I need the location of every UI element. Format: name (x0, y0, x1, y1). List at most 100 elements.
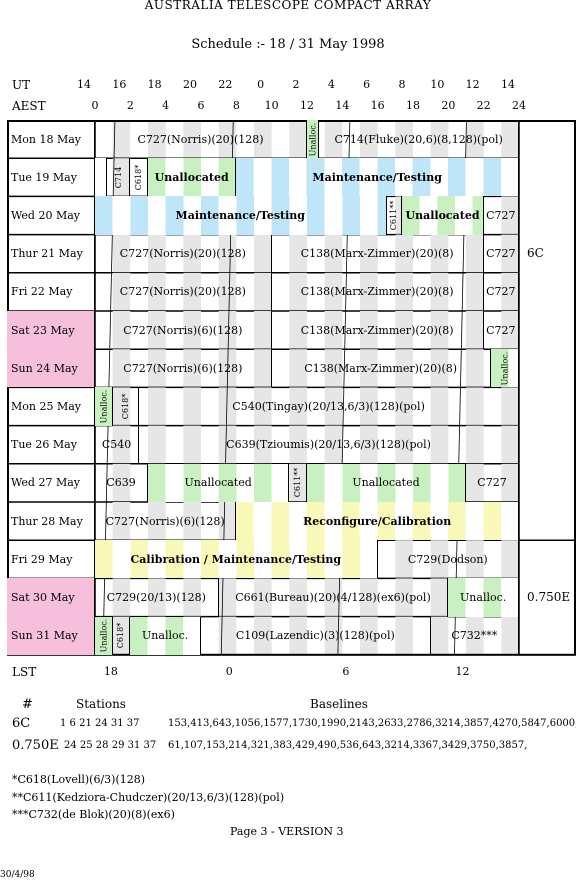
schedule-block-label: C109(Lazendic)(3)(128)(pol) (235, 629, 395, 643)
schedule-block-label: C618* (120, 393, 130, 420)
hour-stripe (466, 272, 484, 311)
schedule-block: C138(Marx-Zimmer)(20)(8) (272, 234, 484, 273)
schedule-block: Unalloc. (95, 616, 113, 655)
hour-stripe (501, 311, 519, 350)
hour-stripe (501, 272, 519, 311)
schedule-block: C611** (289, 463, 307, 502)
ut-tick-label: 6 (363, 78, 371, 91)
hour-stripe (254, 349, 272, 388)
hour-stripe (466, 311, 484, 350)
hour-stripe (360, 120, 378, 159)
hour-stripe (148, 349, 166, 388)
hour-stripe (360, 578, 378, 617)
hour-stripe (183, 425, 201, 464)
schedule-block: C138(Marx-Zimmer)(20)(8) (272, 311, 484, 350)
schedule-block-label: Maintenance/Testing (312, 170, 442, 184)
footer-config-stations: 24 25 28 29 31 37 (64, 740, 157, 751)
schedule-block: Unalloc. (130, 616, 201, 655)
schedule-block: C727 (484, 272, 519, 311)
hour-stripe (289, 234, 307, 273)
schedule-block-label: Maintenance/Testing (175, 208, 305, 222)
schedule-block-label: C540 (101, 438, 132, 452)
aest-tick-label: 8 (232, 99, 240, 112)
page-subtitle: Schedule :- 18 / 31 May 1998 (191, 37, 385, 52)
hour-stripe (183, 234, 201, 273)
schedule-block-label: Calibration / Maintenance/Testing (130, 552, 342, 566)
schedule-block-label: C611** (293, 468, 303, 498)
hour-stripe (254, 311, 272, 350)
schedule-block-label: C727 (477, 476, 507, 490)
hour-stripe (112, 311, 131, 350)
schedule-block: C727 (484, 311, 519, 350)
aest-tick-label: 22 (476, 99, 491, 112)
hour-stripe (395, 578, 413, 617)
hour-stripe (148, 234, 166, 273)
hour-stripe (360, 425, 378, 464)
schedule-block-label: C618* (134, 164, 144, 190)
schedule-block-label: C540(Tingay)(20/13,6/3)(128)(pol) (232, 399, 425, 413)
schedule-block-label: C661(Bureau)(20)(4/128)(ex6)(pol) (235, 590, 431, 604)
hour-stripe (324, 311, 343, 350)
schedule-block: C618* (113, 616, 131, 655)
lst-tick-label: 6 (342, 665, 350, 678)
hour-stripe (148, 387, 166, 426)
hour-stripe (430, 387, 449, 426)
hour-stripe (466, 120, 484, 159)
hour-stripe (218, 425, 237, 464)
hour-stripe (254, 272, 272, 311)
schedule-block: C618* (113, 387, 140, 426)
schedule-block: C639 (95, 463, 148, 502)
ut-tick-label: 10 (430, 78, 445, 91)
day-label: Mon 18 May (7, 120, 95, 159)
hour-stripe (183, 120, 201, 159)
hour-stripe (112, 272, 131, 311)
schedule-block-label: C727(Norris)(6)(128) (105, 514, 225, 528)
schedule-block: C639(Tzioumis)(20/13,6/3)(128)(pol) (139, 425, 519, 464)
schedule-block-label: C727 (486, 247, 516, 261)
grid-frame (7, 120, 576, 656)
hour-stripe (218, 272, 237, 311)
schedule-block: Unalloc. (490, 349, 519, 388)
schedule-block-label: C727(Norris)(20)(128) (119, 247, 246, 261)
hour-stripe (254, 616, 272, 655)
hour-stripe (501, 120, 519, 159)
schedule-block: C727(Norris)(6)(128) (95, 311, 272, 350)
schedule-block: Unallocated (307, 463, 466, 502)
aest-tick-label: 12 (300, 99, 314, 112)
schedule-block: C732*** (431, 616, 519, 655)
hour-stripe (183, 272, 201, 311)
schedule-block: C729(Dodson) (378, 540, 519, 579)
schedule-block: C714(Fluke)(20,6)(8,128)(pol) (319, 120, 519, 159)
hour-stripe (183, 349, 201, 388)
schedule-block: Unallocated (148, 463, 290, 502)
schedule-block-label: C714 (113, 166, 123, 188)
schedule-block-label: C611** (389, 200, 399, 231)
hour-stripe (324, 578, 343, 617)
hour-stripe (395, 349, 413, 388)
schedule-block: C727 (484, 234, 519, 273)
schedule-block: Unalloc. (95, 387, 113, 426)
footnote: ***C732(de Blok)(20)(8)(ex6) (12, 808, 175, 821)
schedule-block (95, 158, 108, 197)
page-title: AUSTRALIA TELESCOPE COMPACT ARRAY (144, 0, 432, 12)
ut-tick-label: 0 (257, 78, 265, 91)
hour-stripe (395, 234, 413, 273)
hour-stripe (501, 387, 519, 426)
hour-stripe (360, 272, 378, 311)
aest-axis-label: AEST (12, 99, 46, 113)
hour-stripe (324, 272, 343, 311)
hour-stripe (218, 502, 237, 541)
hour-stripe (395, 272, 413, 311)
lst-tick-label: 0 (225, 665, 233, 678)
footer-config-baselines: 153,413,643,1056,1577,1730,1990,2143,263… (168, 718, 576, 729)
hour-stripe (430, 425, 449, 464)
hour-stripe (218, 120, 237, 159)
schedule-block-label: C729(20/13)(128) (106, 590, 206, 604)
footer-config-stations: 1 6 21 24 31 37 (60, 718, 140, 729)
schedule-block: C661(Bureau)(20)(4/128)(ex6)(pol) (219, 578, 449, 617)
hour-stripe (501, 463, 519, 502)
schedule-block-label: C618* (116, 622, 126, 649)
hour-stripe (466, 234, 484, 273)
hour-stripe (254, 120, 272, 159)
schedule-block-label: Unallocated (405, 208, 480, 222)
